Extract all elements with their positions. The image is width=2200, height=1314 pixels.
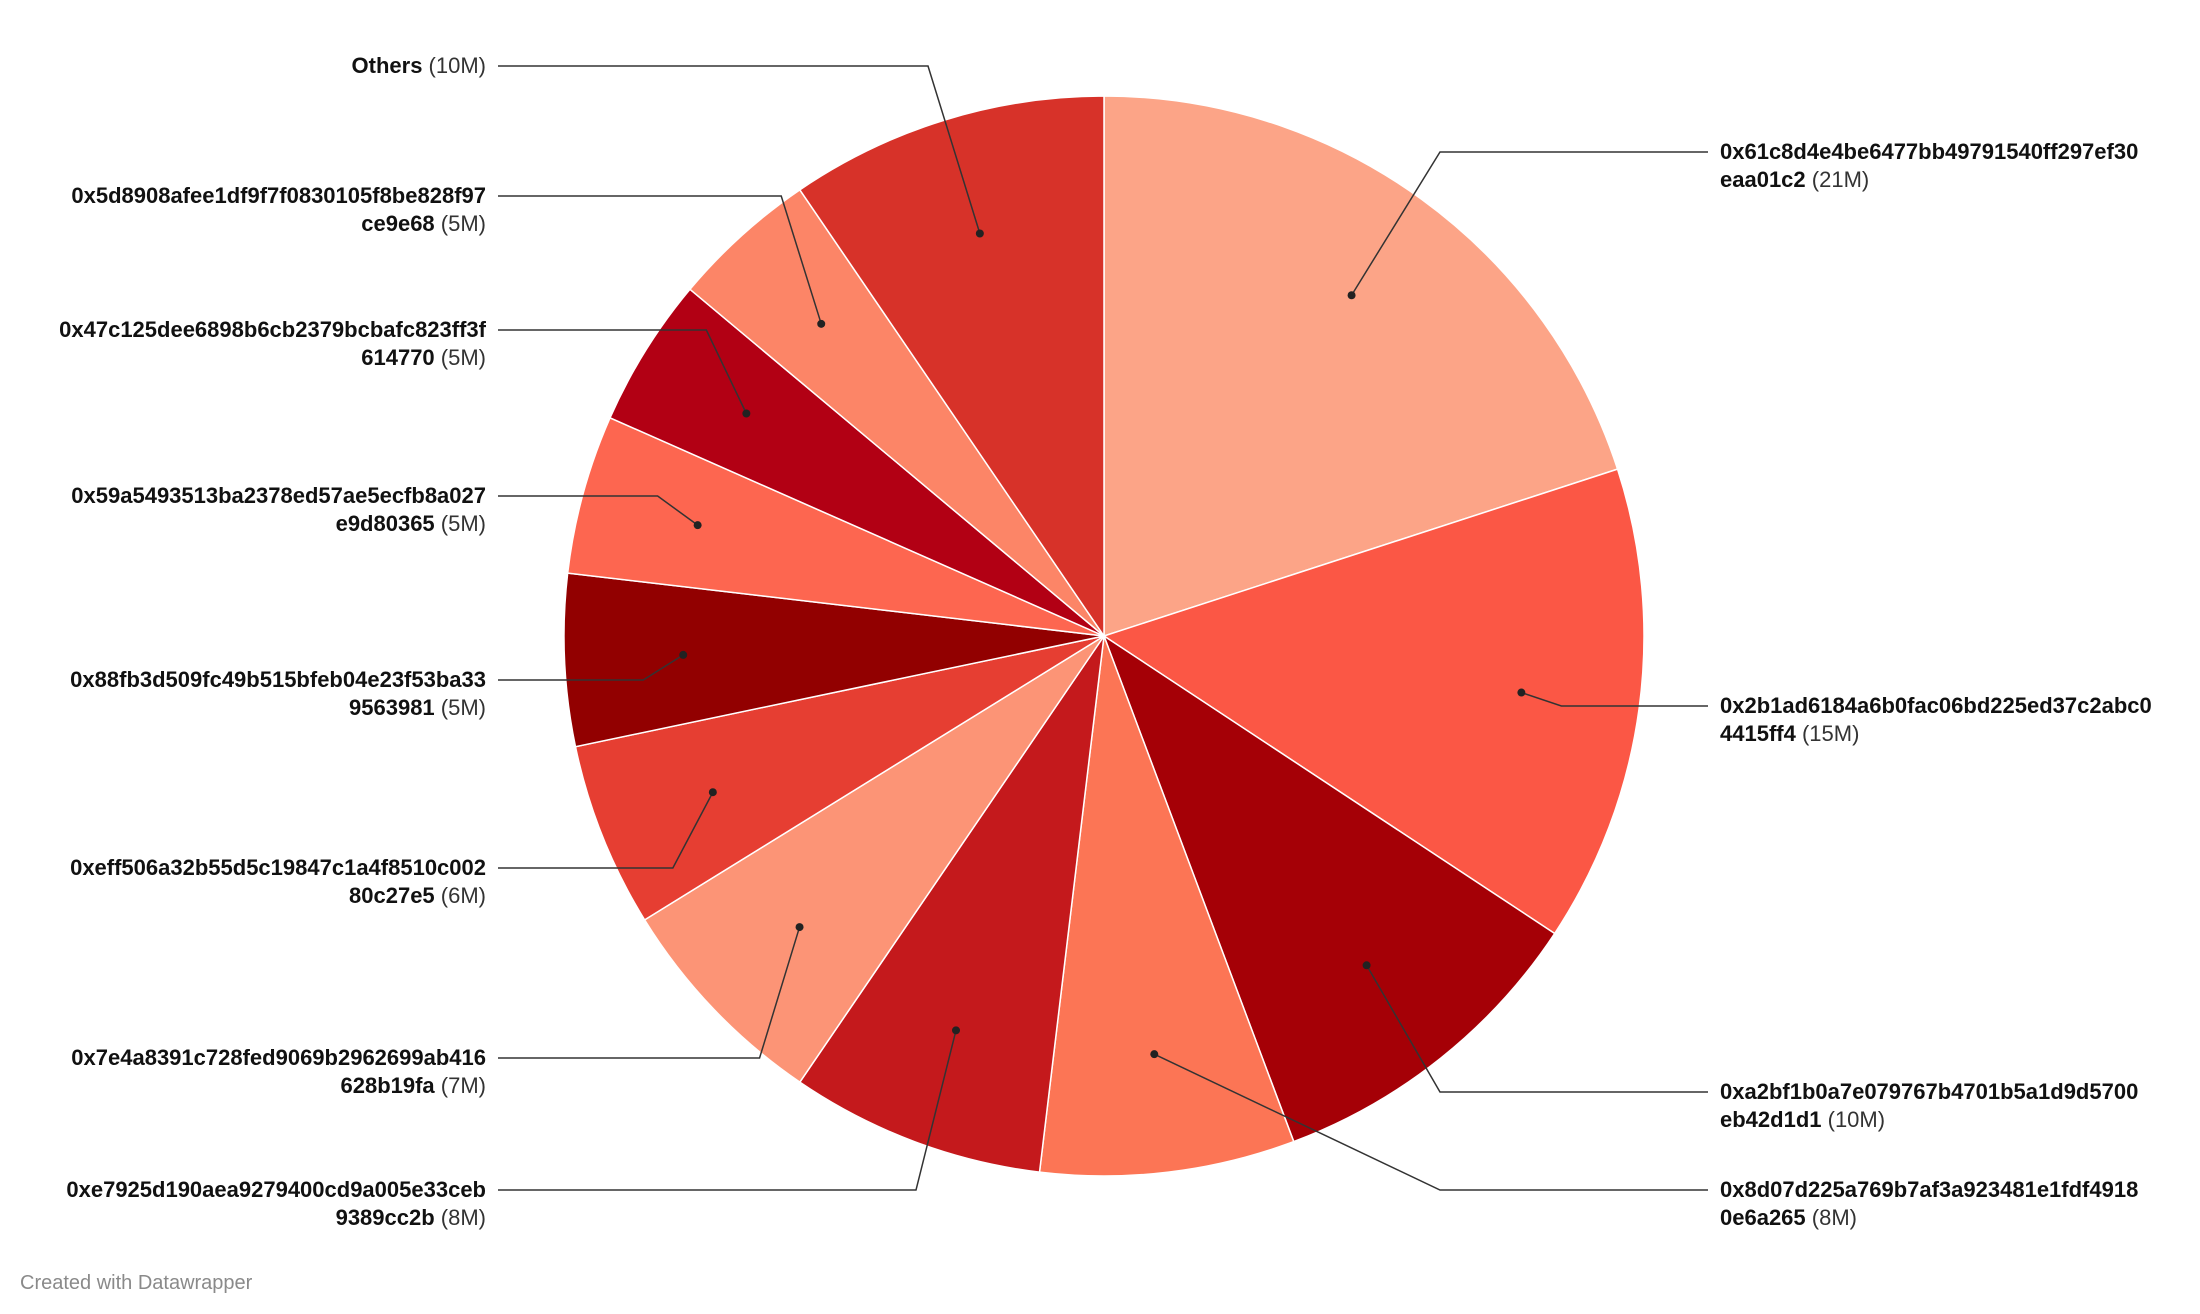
pie-slice — [566, 416, 1105, 637]
leader-line — [498, 329, 748, 414]
slice-name: 0x5d8908afee1df9f7f0830105f8be828f97 — [71, 183, 486, 208]
pie-slice — [563, 572, 1105, 748]
slice-value: (5M) — [434, 511, 486, 536]
slice-label: 0x8d07d225a769b7af3a923481e1fdf4918 0e6a2… — [1720, 1176, 2138, 1232]
pie-slice — [574, 635, 1105, 921]
leader-dot — [1517, 688, 1526, 697]
leader-dot — [693, 521, 702, 530]
slice-name-cont: 9563981 — [349, 695, 435, 720]
slice-name-cont: 614770 — [361, 345, 435, 370]
slice-name-cont: 80c27e5 — [349, 883, 435, 908]
leader-dot — [817, 319, 826, 328]
slice-value: (10M) — [1821, 1107, 1886, 1132]
leader-dot — [1347, 291, 1356, 300]
leader-line — [498, 926, 801, 1059]
slice-label: 0x88fb3d509fc49b515bfeb04e23f53ba33 95639… — [70, 666, 486, 722]
leader-dot — [679, 650, 688, 659]
leader-line — [498, 495, 699, 526]
slice-value: (5M) — [434, 211, 486, 236]
slice-value: (8M) — [1805, 1205, 1857, 1230]
slice-name-cont: ce9e68 — [361, 211, 435, 236]
pie-slice — [1103, 95, 1619, 638]
slice-value: (8M) — [434, 1205, 486, 1230]
slice-value: (7M) — [434, 1073, 486, 1098]
leader-dot — [708, 788, 717, 797]
slice-label: 0x59a5493513ba2378ed57ae5ecfb8a027 e9d803… — [71, 482, 486, 538]
leader-line — [498, 791, 714, 869]
slice-value: (10M) — [422, 53, 486, 78]
slice-name-cont: 9389cc2b — [335, 1205, 435, 1230]
slice-value: (5M) — [434, 695, 486, 720]
leader-dot — [1362, 961, 1371, 970]
footer-credit: Created with Datawrapper — [20, 1272, 253, 1294]
slice-name: 0x47c125dee6898b6cb2379bcbafc823ff3f — [59, 317, 486, 342]
slice-name: 0xe7925d190aea9279400cd9a005e33ceb — [66, 1177, 486, 1202]
slice-name: 0x88fb3d509fc49b515bfeb04e23f53ba33 — [70, 667, 486, 692]
pie-slice — [798, 635, 1105, 1173]
slice-label: Others (10M) — [352, 52, 486, 80]
slice-name-cont: 628b19fa — [340, 1073, 435, 1098]
leader-dot — [742, 409, 751, 418]
slice-name: 0x7e4a8391c728fed9069b2962699ab416 — [71, 1045, 486, 1070]
slice-name: 0x61c8d4e4be6477bb49791540ff297ef30 — [1720, 139, 2139, 164]
slice-name-cont: 0e6a265 — [1720, 1205, 1806, 1230]
pie-slice — [643, 635, 1105, 1084]
slice-label: 0x2b1ad6184a6b0fac06bd225ed37c2abc0 4415f… — [1720, 692, 2152, 748]
slice-name-cont: e9d80365 — [335, 511, 435, 536]
leader-line — [1521, 691, 1708, 707]
slice-name-cont: eaa01c2 — [1720, 167, 1806, 192]
slice-value: (15M) — [1795, 721, 1860, 746]
slice-label: 0xa2bf1b0a7e079767b4701b5a1d9d5700 eb42d1… — [1720, 1078, 2138, 1134]
slice-label: 0x47c125dee6898b6cb2379bcbafc823ff3f 6147… — [59, 316, 486, 372]
leader-dot — [1150, 1050, 1159, 1059]
slice-name-cont: eb42d1d1 — [1720, 1107, 1822, 1132]
slice-name: 0x8d07d225a769b7af3a923481e1fdf4918 — [1720, 1177, 2139, 1202]
slice-name: 0xa2bf1b0a7e079767b4701b5a1d9d5700 — [1720, 1079, 2139, 1104]
leader-dot — [952, 1026, 961, 1035]
pie-slice — [1102, 468, 1645, 935]
slice-value: (21M) — [1805, 167, 1870, 192]
leader-dot — [975, 229, 984, 238]
leader-line — [498, 65, 981, 234]
slice-label: 0xe7925d190aea9279400cd9a005e33ceb 9389cc… — [66, 1176, 486, 1232]
leader-line — [498, 654, 684, 681]
slice-value: (6M) — [434, 883, 486, 908]
slice-label: 0x5d8908afee1df9f7f0830105f8be828f97 ce9e… — [71, 182, 486, 238]
leader-line — [1365, 964, 1708, 1093]
slice-name: 0x2b1ad6184a6b0fac06bd225ed37c2abc0 — [1720, 693, 2152, 718]
slice-name-cont: 4415ff4 — [1720, 721, 1796, 746]
leader-line — [1350, 151, 1708, 296]
slice-label: 0xeff506a32b55d5c19847c1a4f8510c002 80c27… — [70, 854, 486, 910]
leader-line — [498, 195, 822, 325]
leader-line — [498, 1030, 957, 1191]
slice-value: (5M) — [434, 345, 486, 370]
slice-name: Others — [351, 53, 423, 78]
leader-line — [1153, 1053, 1708, 1191]
slice-name: 0x59a5493513ba2378ed57ae5ecfb8a027 — [71, 483, 486, 508]
leader-dot — [795, 923, 804, 932]
pie-slice — [1038, 635, 1295, 1177]
slice-label: 0x61c8d4e4be6477bb49791540ff297ef30 eaa01… — [1720, 138, 2138, 194]
slice-label: 0x7e4a8391c728fed9069b2962699ab416 628b19… — [71, 1044, 486, 1100]
pie-slice — [1102, 634, 1556, 1143]
slice-name: 0xeff506a32b55d5c19847c1a4f8510c002 — [70, 855, 486, 880]
